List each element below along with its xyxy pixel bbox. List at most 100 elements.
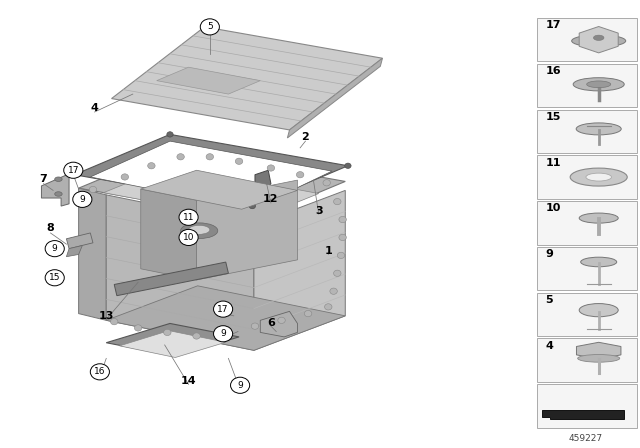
Text: 15: 15 bbox=[545, 112, 561, 122]
Circle shape bbox=[225, 329, 232, 336]
Text: 8: 8 bbox=[47, 224, 54, 233]
Ellipse shape bbox=[579, 304, 618, 317]
Circle shape bbox=[278, 317, 285, 323]
FancyBboxPatch shape bbox=[536, 109, 637, 153]
Circle shape bbox=[45, 241, 64, 257]
Circle shape bbox=[71, 172, 77, 177]
Polygon shape bbox=[141, 189, 196, 280]
Polygon shape bbox=[67, 233, 93, 249]
Circle shape bbox=[90, 364, 109, 380]
Ellipse shape bbox=[579, 213, 618, 223]
Text: 459227: 459227 bbox=[568, 434, 603, 443]
FancyBboxPatch shape bbox=[536, 339, 637, 382]
Polygon shape bbox=[104, 166, 319, 220]
Ellipse shape bbox=[572, 35, 626, 47]
Text: 9: 9 bbox=[52, 244, 58, 253]
Circle shape bbox=[167, 132, 173, 137]
Circle shape bbox=[179, 209, 198, 225]
Text: 16: 16 bbox=[94, 367, 106, 376]
Circle shape bbox=[330, 288, 337, 294]
Text: 11: 11 bbox=[183, 213, 195, 222]
Ellipse shape bbox=[593, 35, 604, 40]
Circle shape bbox=[333, 270, 341, 276]
Circle shape bbox=[339, 234, 346, 241]
Polygon shape bbox=[254, 190, 346, 350]
Ellipse shape bbox=[180, 223, 218, 238]
Polygon shape bbox=[79, 188, 106, 320]
Circle shape bbox=[339, 216, 346, 223]
Polygon shape bbox=[67, 246, 83, 257]
Text: 2: 2 bbox=[301, 132, 309, 142]
Polygon shape bbox=[287, 58, 383, 138]
FancyBboxPatch shape bbox=[536, 201, 637, 245]
Ellipse shape bbox=[576, 123, 621, 135]
Polygon shape bbox=[542, 410, 624, 419]
Polygon shape bbox=[577, 342, 621, 359]
Text: 4: 4 bbox=[91, 103, 99, 112]
Circle shape bbox=[148, 163, 155, 169]
Text: 12: 12 bbox=[263, 194, 278, 204]
Polygon shape bbox=[157, 67, 260, 94]
Text: 14: 14 bbox=[180, 376, 196, 386]
Text: 17: 17 bbox=[68, 166, 79, 175]
Polygon shape bbox=[579, 26, 618, 53]
Circle shape bbox=[193, 333, 200, 339]
Circle shape bbox=[214, 326, 233, 342]
Text: 5: 5 bbox=[545, 295, 553, 305]
Circle shape bbox=[164, 329, 171, 336]
Text: 6: 6 bbox=[267, 318, 275, 327]
Circle shape bbox=[296, 172, 304, 178]
Polygon shape bbox=[141, 170, 298, 209]
Polygon shape bbox=[79, 150, 346, 220]
Circle shape bbox=[324, 304, 332, 310]
Circle shape bbox=[333, 198, 341, 205]
Text: 9: 9 bbox=[220, 329, 226, 338]
Circle shape bbox=[323, 180, 330, 186]
Ellipse shape bbox=[54, 192, 62, 196]
Circle shape bbox=[337, 252, 345, 258]
Text: 11: 11 bbox=[545, 158, 561, 168]
Circle shape bbox=[305, 310, 312, 317]
Circle shape bbox=[179, 229, 198, 246]
Text: 7: 7 bbox=[40, 174, 47, 184]
Text: 17: 17 bbox=[545, 20, 561, 30]
FancyBboxPatch shape bbox=[536, 64, 637, 107]
Circle shape bbox=[89, 186, 97, 193]
Circle shape bbox=[121, 174, 129, 180]
Polygon shape bbox=[106, 323, 239, 356]
Text: 15: 15 bbox=[49, 273, 60, 282]
Circle shape bbox=[345, 163, 351, 168]
Polygon shape bbox=[106, 195, 254, 350]
Text: 9: 9 bbox=[237, 381, 243, 390]
Text: 10: 10 bbox=[545, 203, 561, 213]
Circle shape bbox=[252, 323, 259, 329]
FancyBboxPatch shape bbox=[536, 155, 637, 199]
Circle shape bbox=[134, 325, 142, 331]
FancyBboxPatch shape bbox=[536, 384, 637, 428]
Text: 16: 16 bbox=[545, 66, 561, 76]
Text: 5: 5 bbox=[207, 22, 212, 31]
Circle shape bbox=[177, 154, 184, 160]
Ellipse shape bbox=[189, 225, 210, 234]
FancyBboxPatch shape bbox=[536, 18, 637, 61]
Text: 4: 4 bbox=[545, 341, 553, 351]
Circle shape bbox=[267, 165, 275, 171]
Text: 9: 9 bbox=[545, 249, 553, 259]
Polygon shape bbox=[196, 180, 298, 280]
Circle shape bbox=[45, 270, 64, 286]
Text: 1: 1 bbox=[324, 246, 332, 256]
Ellipse shape bbox=[586, 173, 611, 181]
Ellipse shape bbox=[587, 81, 611, 88]
Polygon shape bbox=[255, 170, 271, 193]
Text: 13: 13 bbox=[99, 311, 114, 321]
Text: 10: 10 bbox=[183, 233, 195, 242]
Circle shape bbox=[64, 162, 83, 178]
Circle shape bbox=[73, 191, 92, 207]
Polygon shape bbox=[260, 311, 298, 337]
Polygon shape bbox=[74, 134, 348, 206]
Circle shape bbox=[206, 154, 214, 160]
Text: 9: 9 bbox=[79, 195, 85, 204]
FancyBboxPatch shape bbox=[536, 293, 637, 336]
Circle shape bbox=[200, 19, 220, 35]
Ellipse shape bbox=[54, 177, 62, 181]
